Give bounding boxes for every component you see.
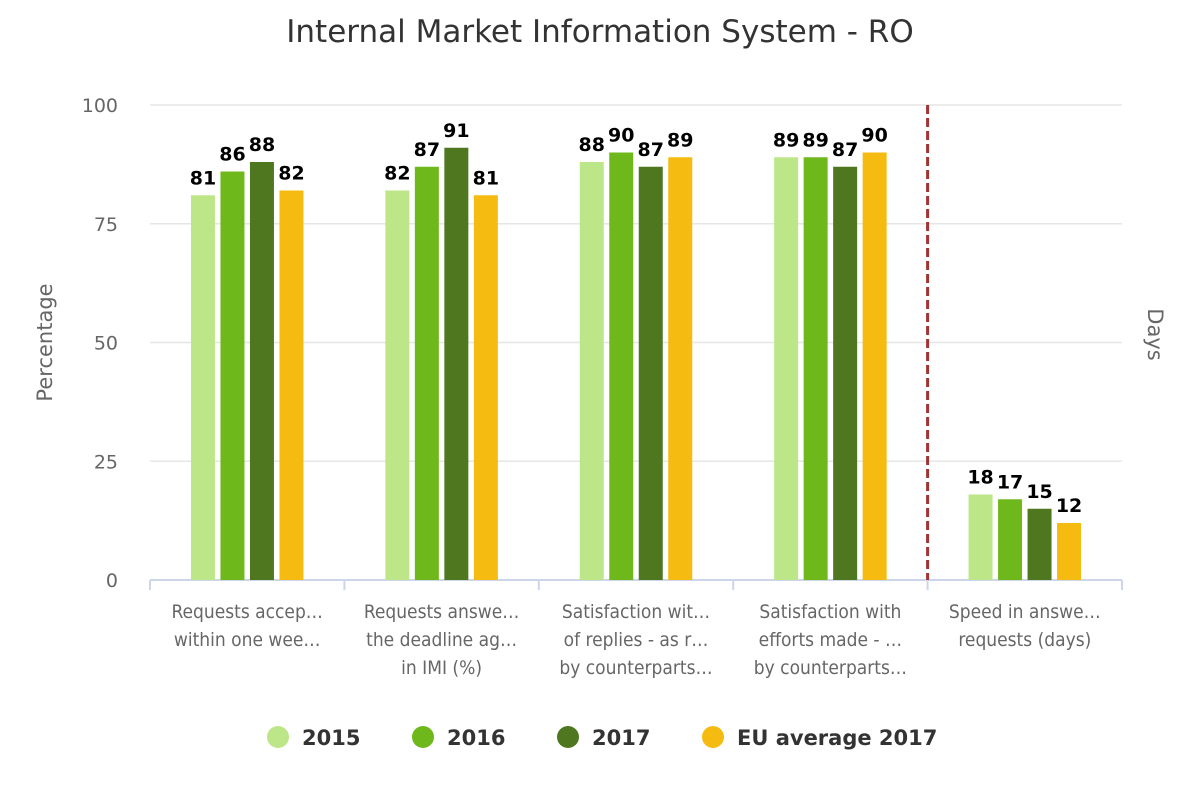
bar: [638, 166, 663, 580]
bar: [668, 157, 693, 580]
data-label: 82: [278, 163, 304, 185]
data-label: 90: [861, 125, 887, 147]
legend-marker: [557, 726, 579, 748]
data-label: 81: [473, 167, 499, 189]
data-label: 88: [249, 134, 275, 156]
x-tick-label: the deadline ag…: [366, 629, 517, 651]
x-tick-label: Satisfaction with: [759, 601, 901, 623]
bar: [1057, 523, 1082, 580]
data-label: 88: [579, 134, 605, 156]
legend-item: 2017: [592, 726, 650, 750]
data-label: 87: [638, 139, 664, 161]
x-tick-label: by counterparts…: [754, 657, 907, 679]
legend-item: EU average 2017: [737, 726, 937, 750]
chart-title: Internal Market Information System - RO: [286, 14, 914, 50]
y-axis-title: Percentage: [33, 283, 57, 401]
x-tick-label: Requests answe…: [364, 601, 520, 623]
bar: [803, 157, 828, 580]
data-label: 91: [443, 120, 469, 142]
y-tick-label: 50: [94, 333, 118, 355]
bar: [579, 162, 604, 580]
bar: [774, 157, 799, 580]
data-label: 87: [832, 139, 858, 161]
bar: [1027, 508, 1052, 580]
y-tick-label: 75: [94, 214, 118, 236]
data-label: 87: [414, 139, 440, 161]
data-label: 15: [1026, 481, 1052, 503]
y-tick-label: 25: [94, 451, 118, 473]
x-tick-label: Satisfaction wit…: [562, 601, 710, 623]
x-tick-label: in IMI (%): [401, 657, 482, 679]
bar: [833, 166, 858, 580]
bar: [385, 190, 410, 580]
data-label: 17: [997, 471, 1023, 493]
x-tick-label: Requests accep…: [171, 601, 322, 623]
bar: [279, 190, 304, 580]
data-label: 18: [967, 467, 993, 489]
data-label: 86: [219, 144, 245, 166]
data-label: 81: [190, 167, 216, 189]
data-label: 12: [1056, 495, 1082, 517]
data-label: 89: [773, 129, 799, 151]
legend-marker: [267, 726, 289, 748]
x-tick-label: of replies - as r…: [564, 629, 709, 651]
bar: [862, 152, 887, 580]
x-tick-label: by counterparts…: [559, 657, 712, 679]
x-tick-label: efforts made - …: [759, 629, 902, 651]
bar: [220, 171, 245, 580]
y-tick-label: 0: [106, 570, 118, 592]
bar: [444, 147, 469, 580]
x-tick-label: Speed in answe…: [949, 601, 1101, 623]
bar: [998, 499, 1023, 580]
legend-item: 2016: [447, 726, 505, 750]
data-label: 89: [802, 129, 828, 151]
y-tick-label: 100: [82, 95, 118, 117]
bar: [190, 195, 215, 580]
bar: [414, 166, 439, 580]
bar: [473, 195, 498, 580]
data-label: 82: [384, 163, 410, 185]
data-label: 90: [608, 125, 634, 147]
bar: [249, 162, 274, 580]
x-tick-label: within one wee…: [174, 629, 321, 651]
bar: [609, 152, 634, 580]
x-tick-label: requests (days): [958, 629, 1091, 651]
y-axis-title-right: Days: [1143, 308, 1167, 360]
bar: [968, 494, 993, 580]
legend-item: 2015: [302, 726, 360, 750]
legend-marker: [702, 726, 724, 748]
legend-marker: [412, 726, 434, 748]
data-label: 89: [667, 129, 693, 151]
